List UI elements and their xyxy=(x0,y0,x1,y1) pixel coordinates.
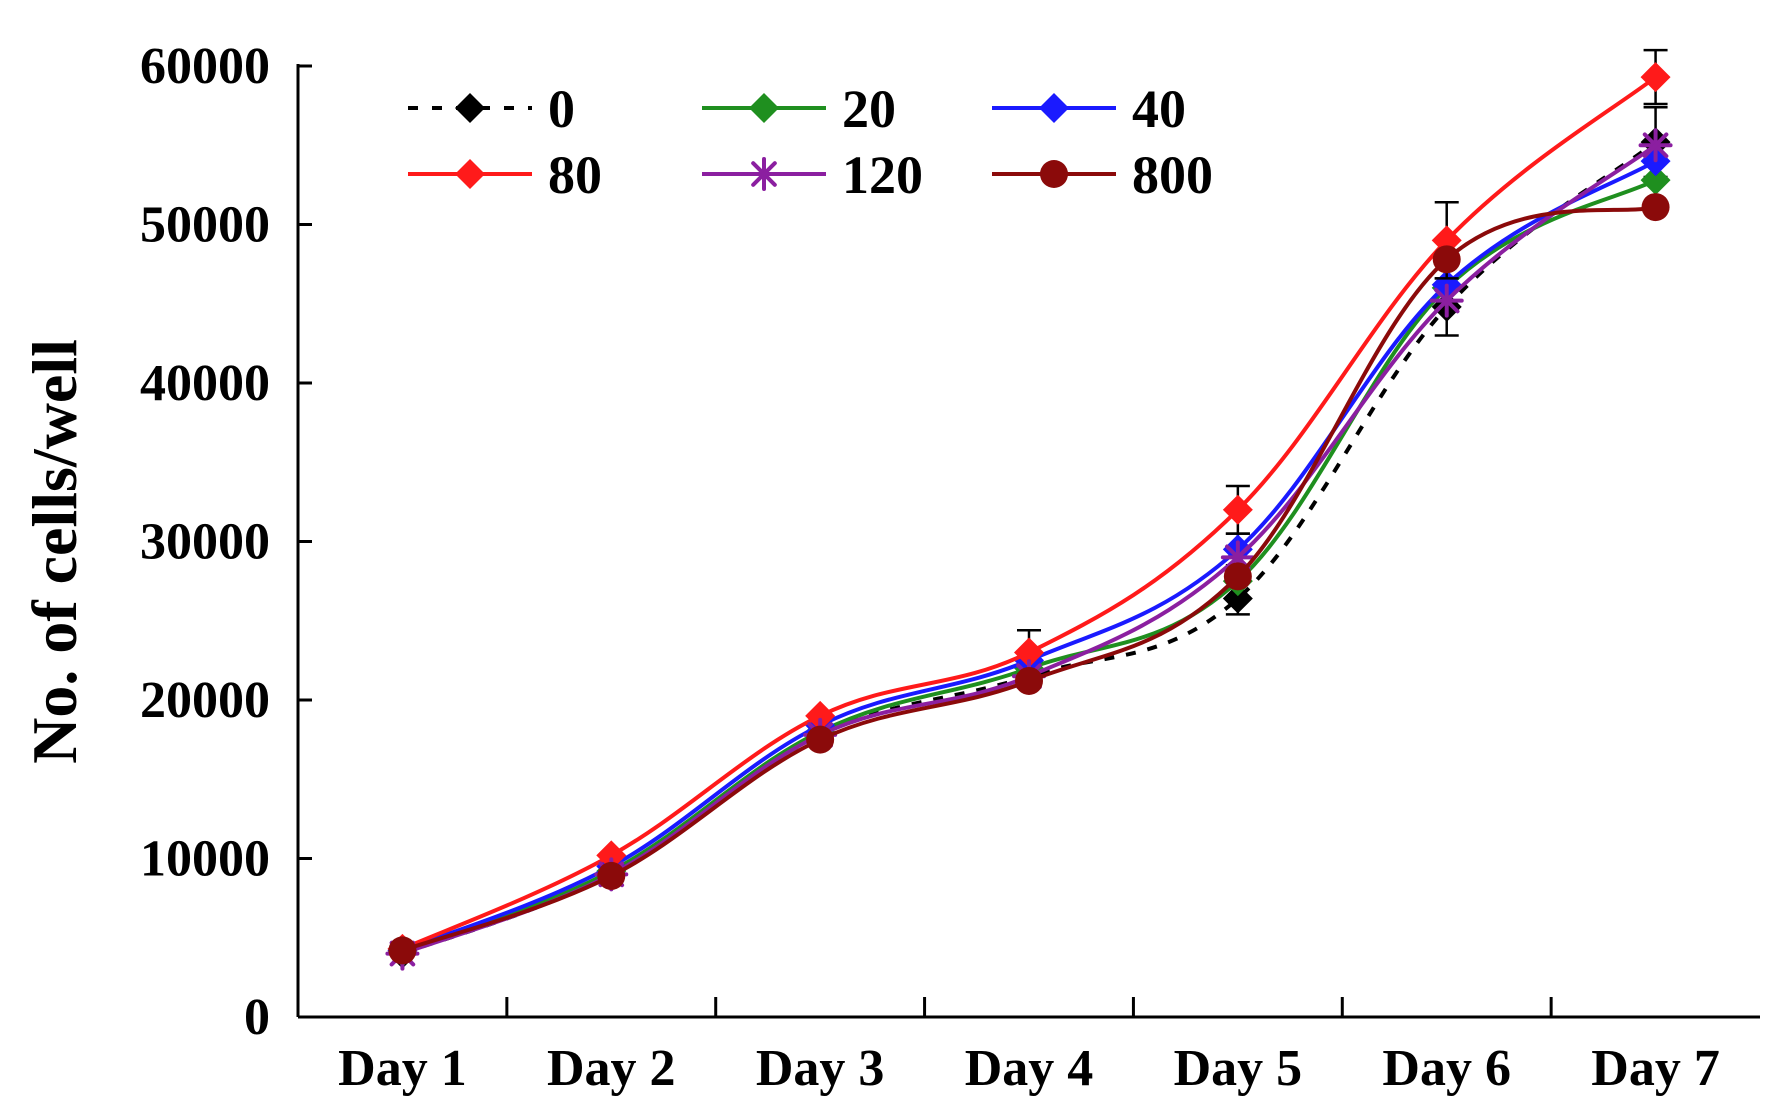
data-point xyxy=(597,861,626,890)
legend-item-800: 800 xyxy=(992,145,1213,205)
data-point xyxy=(388,936,417,965)
y-tick-label: 0 xyxy=(244,989,270,1046)
data-point xyxy=(1015,666,1043,695)
data-point xyxy=(1432,245,1461,274)
legend-item-40: 40 xyxy=(992,79,1186,139)
legend-swatch-marker xyxy=(749,93,779,123)
data-point xyxy=(1223,562,1252,591)
y-tick-label: 50000 xyxy=(140,197,270,254)
legend-label: 80 xyxy=(548,145,602,205)
legend-label: 0 xyxy=(548,79,575,139)
data-point xyxy=(1641,193,1670,222)
legend-label: 40 xyxy=(1132,79,1186,139)
y-tick-label: 10000 xyxy=(140,831,270,888)
legend-label: 20 xyxy=(842,79,896,139)
series-800 xyxy=(388,193,1670,965)
x-tick-label: Day 6 xyxy=(1382,1040,1511,1097)
legend-swatch-marker xyxy=(1040,160,1068,188)
data-point xyxy=(806,725,835,754)
x-tick-label: Day 2 xyxy=(547,1040,676,1097)
star-stroke xyxy=(751,161,777,187)
legend-item-20: 20 xyxy=(702,79,896,139)
x-tick-label: Day 1 xyxy=(338,1040,467,1097)
series-line xyxy=(401,140,1657,956)
data-point xyxy=(1640,62,1671,93)
series-20 xyxy=(387,165,1671,968)
x-tick-label: Day 3 xyxy=(756,1040,885,1097)
data-point xyxy=(1638,128,1673,163)
x-tick-label: Day 5 xyxy=(1174,1040,1303,1097)
legend-label: 120 xyxy=(842,145,923,205)
series-line xyxy=(401,178,1657,954)
data-point xyxy=(596,840,627,871)
legend-item-80: 80 xyxy=(408,145,602,205)
y-tick-label: 60000 xyxy=(140,38,270,95)
legend-label: 800 xyxy=(1132,145,1213,205)
star-stroke xyxy=(1642,132,1669,159)
data-point xyxy=(1222,583,1253,614)
legend-swatch-marker xyxy=(747,157,781,191)
legend-swatch-marker xyxy=(455,159,485,189)
data-point xyxy=(1429,283,1464,318)
series-40 xyxy=(387,146,1671,966)
legend-swatch-marker xyxy=(455,93,485,123)
y-axis-title: No. of cells/well xyxy=(19,339,90,764)
legend-item-0: 0 xyxy=(408,79,575,139)
data-point xyxy=(1014,637,1044,668)
x-tick-label: Day 4 xyxy=(965,1040,1094,1097)
data-point xyxy=(1640,165,1671,196)
series-line xyxy=(401,205,1657,953)
y-tick-label: 30000 xyxy=(140,514,270,571)
y-tick-label: 40000 xyxy=(140,355,270,412)
star-stroke xyxy=(1433,287,1460,314)
series-line xyxy=(401,75,1657,951)
x-tick-label: Day 7 xyxy=(1591,1040,1720,1097)
legend-item-120: 120 xyxy=(702,145,923,205)
data-point xyxy=(1222,494,1253,525)
legend-swatch-marker xyxy=(1039,93,1069,123)
data-point xyxy=(805,700,836,731)
y-tick-label: 20000 xyxy=(140,672,270,729)
